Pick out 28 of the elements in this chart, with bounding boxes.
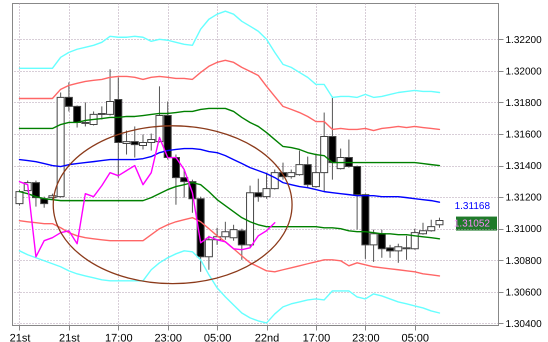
candlestick [435, 217, 444, 228]
line-series [18, 10, 440, 98]
y-tick-label: 1.30600 [506, 287, 542, 298]
y-tick-label: 1.32000 [506, 66, 542, 78]
x-tick-label: 05:00 [204, 332, 232, 342]
candlestick [15, 189, 24, 206]
y-tick-label: 1.30400 [506, 318, 542, 330]
y-tick-label: 1.31800 [506, 98, 542, 109]
y-tick-label: 1.31400 [506, 161, 542, 172]
y-tick-label: 1.30800 [506, 256, 542, 267]
line-series [18, 250, 440, 324]
x-tick-label: 17:00 [302, 332, 330, 342]
x-tick-label: 23:00 [154, 332, 182, 342]
y-tick-label: 1.32200 [506, 34, 542, 46]
x-tick-label: 21st [58, 332, 80, 342]
y-tick-label: 1.31200 [506, 192, 542, 204]
line-series [18, 136, 276, 258]
x-tick-label: 21st [10, 332, 30, 342]
x-tick-label: 05:00 [402, 332, 430, 342]
y-tick-label: 1.31600 [506, 130, 542, 141]
line-series [18, 216, 440, 277]
line-series [18, 148, 440, 203]
y-tick-label: 1.31000 [506, 224, 542, 236]
x-tick-label: 23:00 [352, 332, 380, 342]
x-tick-label: 17:00 [105, 332, 133, 342]
text: 1.31168 [454, 200, 490, 212]
line-series [18, 60, 440, 132]
x-tick-label: 22nd [254, 332, 280, 342]
